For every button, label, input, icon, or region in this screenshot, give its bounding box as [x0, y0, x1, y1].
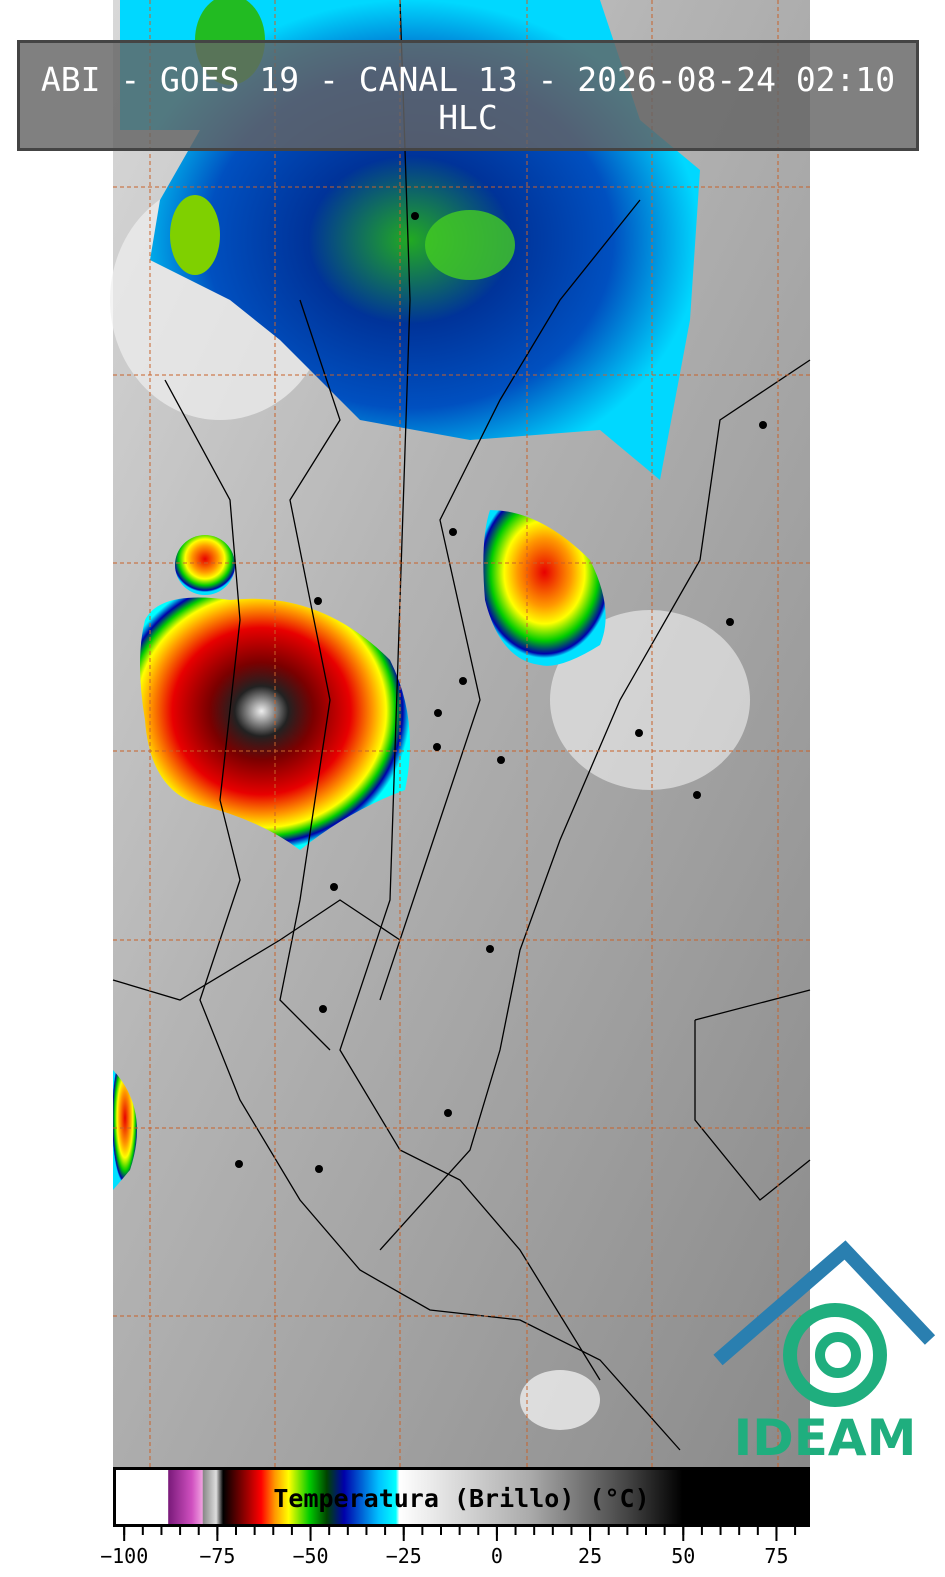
cloud: [520, 1370, 600, 1430]
border: [379, 359, 811, 1251]
border: [164, 379, 681, 1451]
tick-label: −100: [100, 1544, 148, 1568]
border: [112, 899, 401, 1001]
convective-storm: [113, 1070, 138, 1190]
header: ABI - GOES 19 - CANAL 13 - 2026-08-24 02…: [17, 40, 919, 151]
logo-roof: [713, 1240, 936, 1366]
colorbar-axis: −100 −75 −50 −25 0 25 50 75: [100, 1527, 797, 1568]
logo-swirl: [783, 1303, 887, 1407]
tick-label: 75: [764, 1544, 788, 1568]
border: [279, 299, 341, 1051]
cloud: [550, 610, 750, 790]
convective-storm: [175, 535, 235, 595]
border: [339, 0, 601, 1381]
colorbar: Temperatura (Brillo) (°C): [113, 1467, 810, 1527]
logo: IDEAM: [713, 1240, 936, 1467]
tick-label: 50: [671, 1544, 695, 1568]
city-markers: [235, 212, 767, 1173]
logo-text: IDEAM: [734, 1409, 917, 1467]
tick-label: 0: [491, 1544, 503, 1568]
tick-label: −75: [199, 1544, 235, 1568]
cloud-core: [170, 195, 220, 275]
border: [379, 199, 641, 1001]
title: ABI - GOES 19 - CANAL 13 - 2026-08-24 02…: [40, 60, 896, 99]
borders: [112, 0, 811, 1451]
tick-label: −50: [292, 1544, 328, 1568]
border: [694, 989, 811, 1201]
colorbar-label: Temperatura (Brillo) (°C): [273, 1484, 650, 1513]
convective-storm: [483, 510, 606, 666]
cloud-core: [425, 210, 515, 280]
logo-swirl: [815, 1332, 861, 1378]
tick-label: −25: [386, 1544, 422, 1568]
tick-label: 25: [578, 1544, 602, 1568]
subtitle: HLC: [438, 98, 498, 137]
